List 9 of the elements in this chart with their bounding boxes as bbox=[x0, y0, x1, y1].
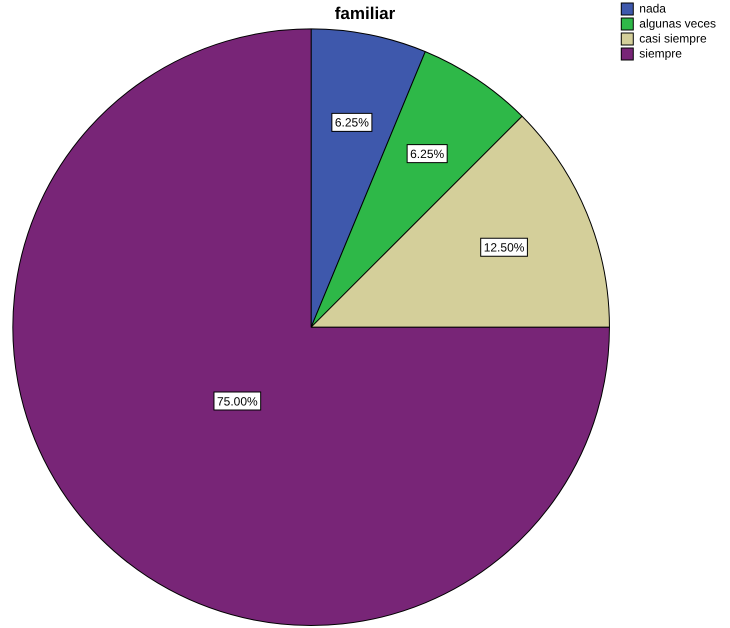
data-label: 12.50% bbox=[484, 240, 525, 255]
legend-label: nada bbox=[639, 1, 666, 16]
data-label: 6.25% bbox=[410, 146, 444, 161]
chart-title: familiar bbox=[334, 4, 396, 23]
data-label: 6.25% bbox=[334, 116, 370, 130]
legend-label: siempre bbox=[639, 46, 682, 60]
data-label: 75.00% bbox=[216, 394, 258, 408]
legend-label: casi siempre bbox=[639, 31, 707, 46]
legend-label: algunas veces bbox=[639, 16, 716, 30]
